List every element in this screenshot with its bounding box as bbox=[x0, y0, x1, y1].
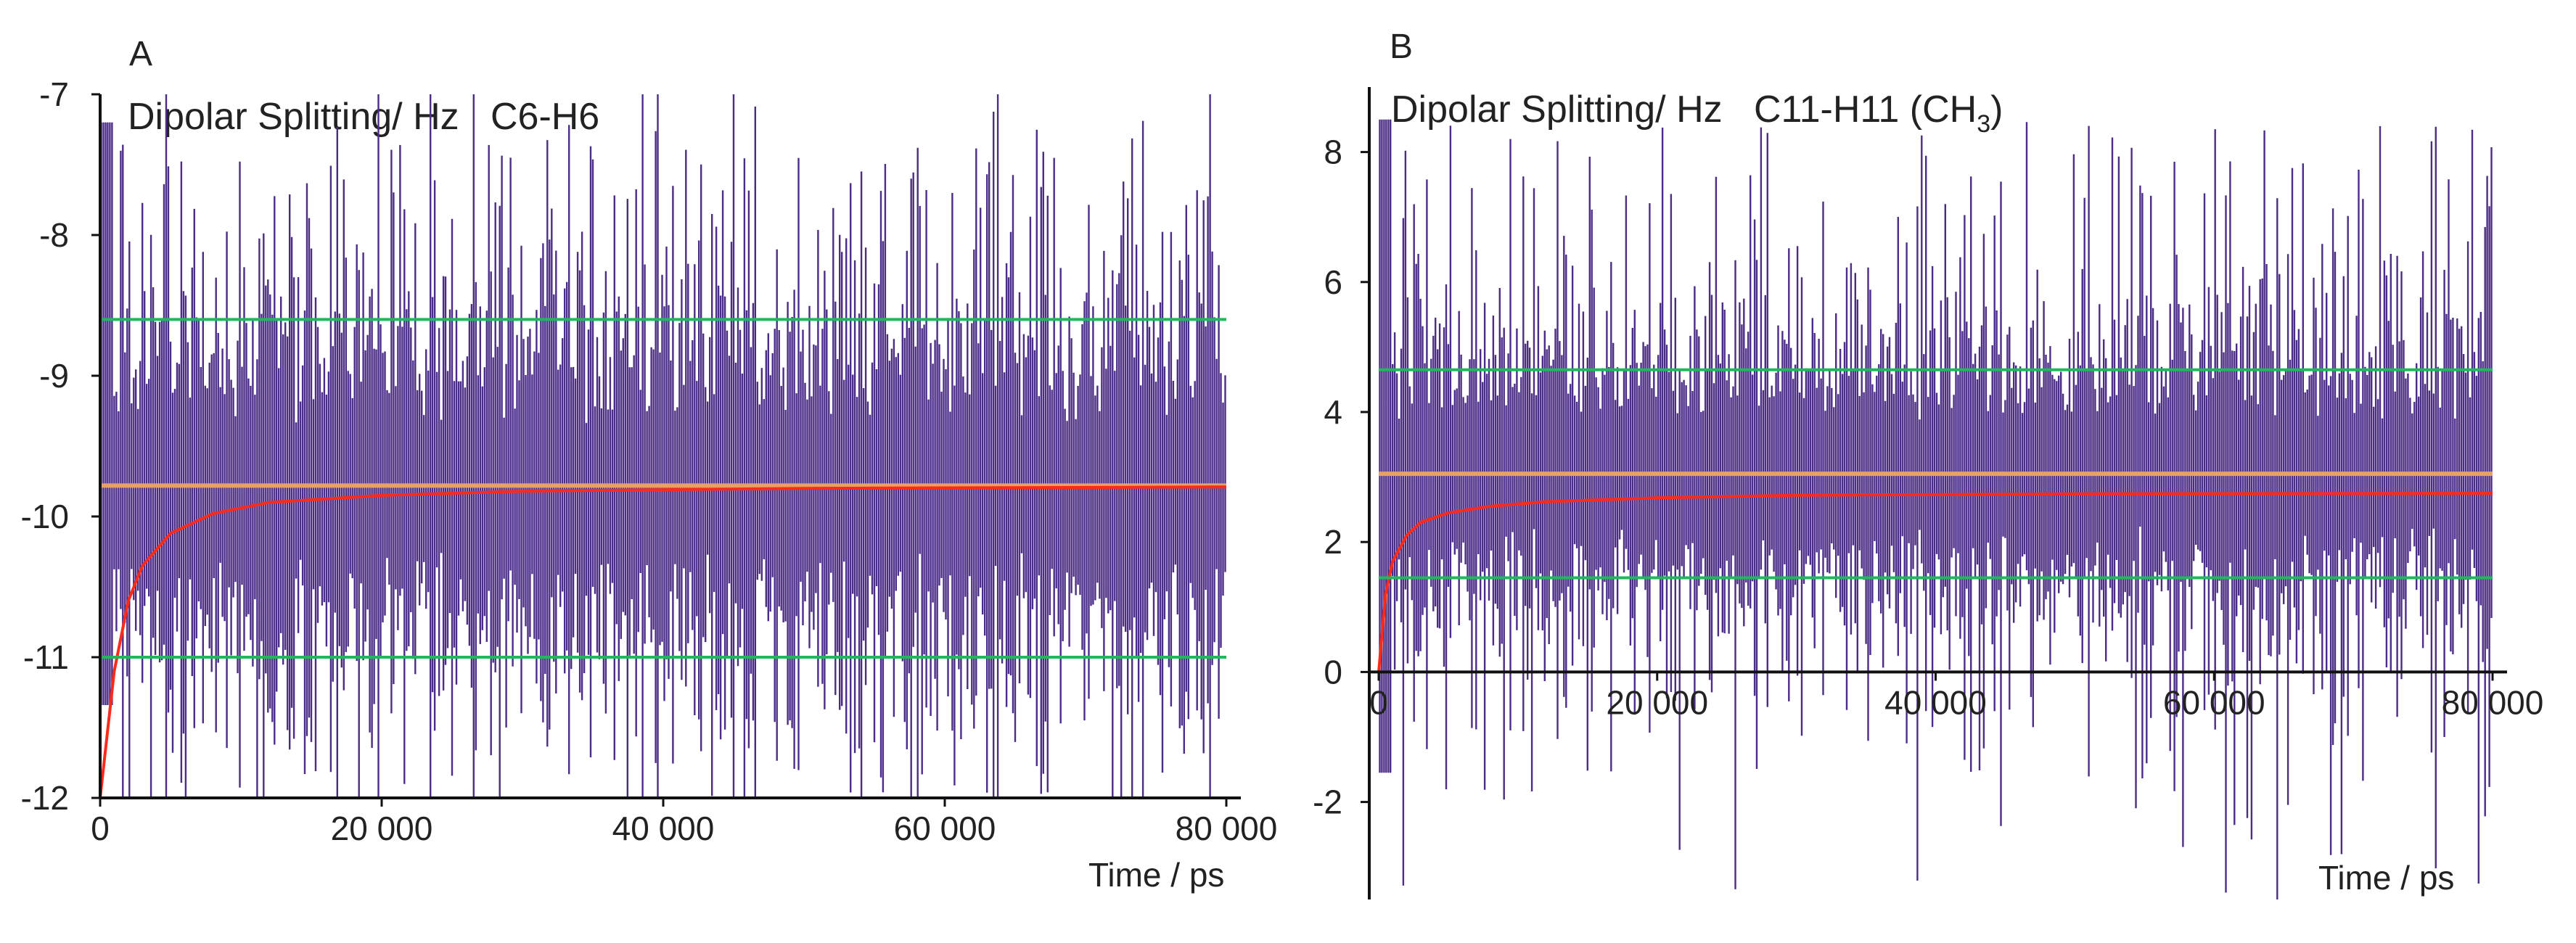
signal-trace-a bbox=[100, 94, 1226, 798]
signal-trace-b bbox=[1379, 119, 2493, 899]
y-tick-label: -11 bbox=[23, 638, 69, 676]
plot-area-b: 0 20 000 40 000 60 000 80 000 8 6 4 2 0 -2 bbox=[1313, 87, 2543, 899]
x-tick-label: 40 000 bbox=[1884, 683, 1987, 721]
signal-bars bbox=[100, 94, 1226, 798]
x-axis-label-a: Time / ps bbox=[1088, 856, 1224, 894]
y-tick-label: -7 bbox=[39, 75, 69, 113]
y-tick-label: 0 bbox=[1324, 653, 1342, 691]
chart-title-b-subscript: 3 bbox=[1977, 110, 1990, 138]
plot-area-a: 0 20 000 40 000 60 000 80 000 -7 -8 -9 -10 -11 -12 bbox=[21, 75, 1278, 847]
x-tick-label: 20 000 bbox=[331, 810, 433, 847]
signal-bars bbox=[1379, 119, 2493, 899]
panel-label-a: A bbox=[129, 35, 152, 73]
y-tick-label: -8 bbox=[39, 216, 69, 254]
chart-title-b-main: Dipolar Splitting/ Hz C11-H11 (CH bbox=[1391, 88, 1977, 131]
y-tick-label: 6 bbox=[1324, 263, 1342, 301]
x-tick-label: 20 000 bbox=[1606, 683, 1708, 721]
running-average-line bbox=[1377, 492, 2493, 672]
y-tick-label: -9 bbox=[39, 357, 69, 395]
chart-a: A Dipolar Splitting/ Hz C6-H6 0 20 000 40 … bbox=[21, 35, 1278, 894]
x-tick-label: 80 000 bbox=[2442, 683, 2544, 721]
panel-label-b: B bbox=[1390, 28, 1413, 66]
x-tick-label: 60 000 bbox=[894, 810, 996, 847]
chart-title-b: Dipolar Splitting/ Hz C11-H11 (CH3) bbox=[1391, 88, 2003, 138]
x-tick-label: 80 000 bbox=[1176, 810, 1278, 847]
chart-b: B Dipolar Splitting/ Hz C11-H11 (CH3) 0 2… bbox=[1313, 28, 2543, 899]
y-tick-label: 8 bbox=[1324, 133, 1342, 171]
x-tick-label: 0 bbox=[1369, 683, 1388, 721]
y-tick-label: 2 bbox=[1324, 523, 1342, 561]
running-average-line bbox=[99, 485, 1227, 799]
y-tick-label: -12 bbox=[21, 779, 69, 817]
y-tick-label: -2 bbox=[1313, 783, 1342, 821]
y-tick-label: -10 bbox=[21, 498, 69, 535]
chart-title-a: Dipolar Splitting/ Hz C6-H6 bbox=[128, 96, 599, 138]
x-axis-label-b: Time / ps bbox=[2318, 859, 2454, 897]
chart-title-b-suffix: ) bbox=[1990, 88, 2003, 131]
x-tick-label: 40 000 bbox=[612, 810, 715, 847]
y-tick-label: 4 bbox=[1324, 393, 1342, 431]
x-tick-label: 0 bbox=[91, 810, 110, 847]
x-tick-label: 60 000 bbox=[2163, 683, 2265, 721]
